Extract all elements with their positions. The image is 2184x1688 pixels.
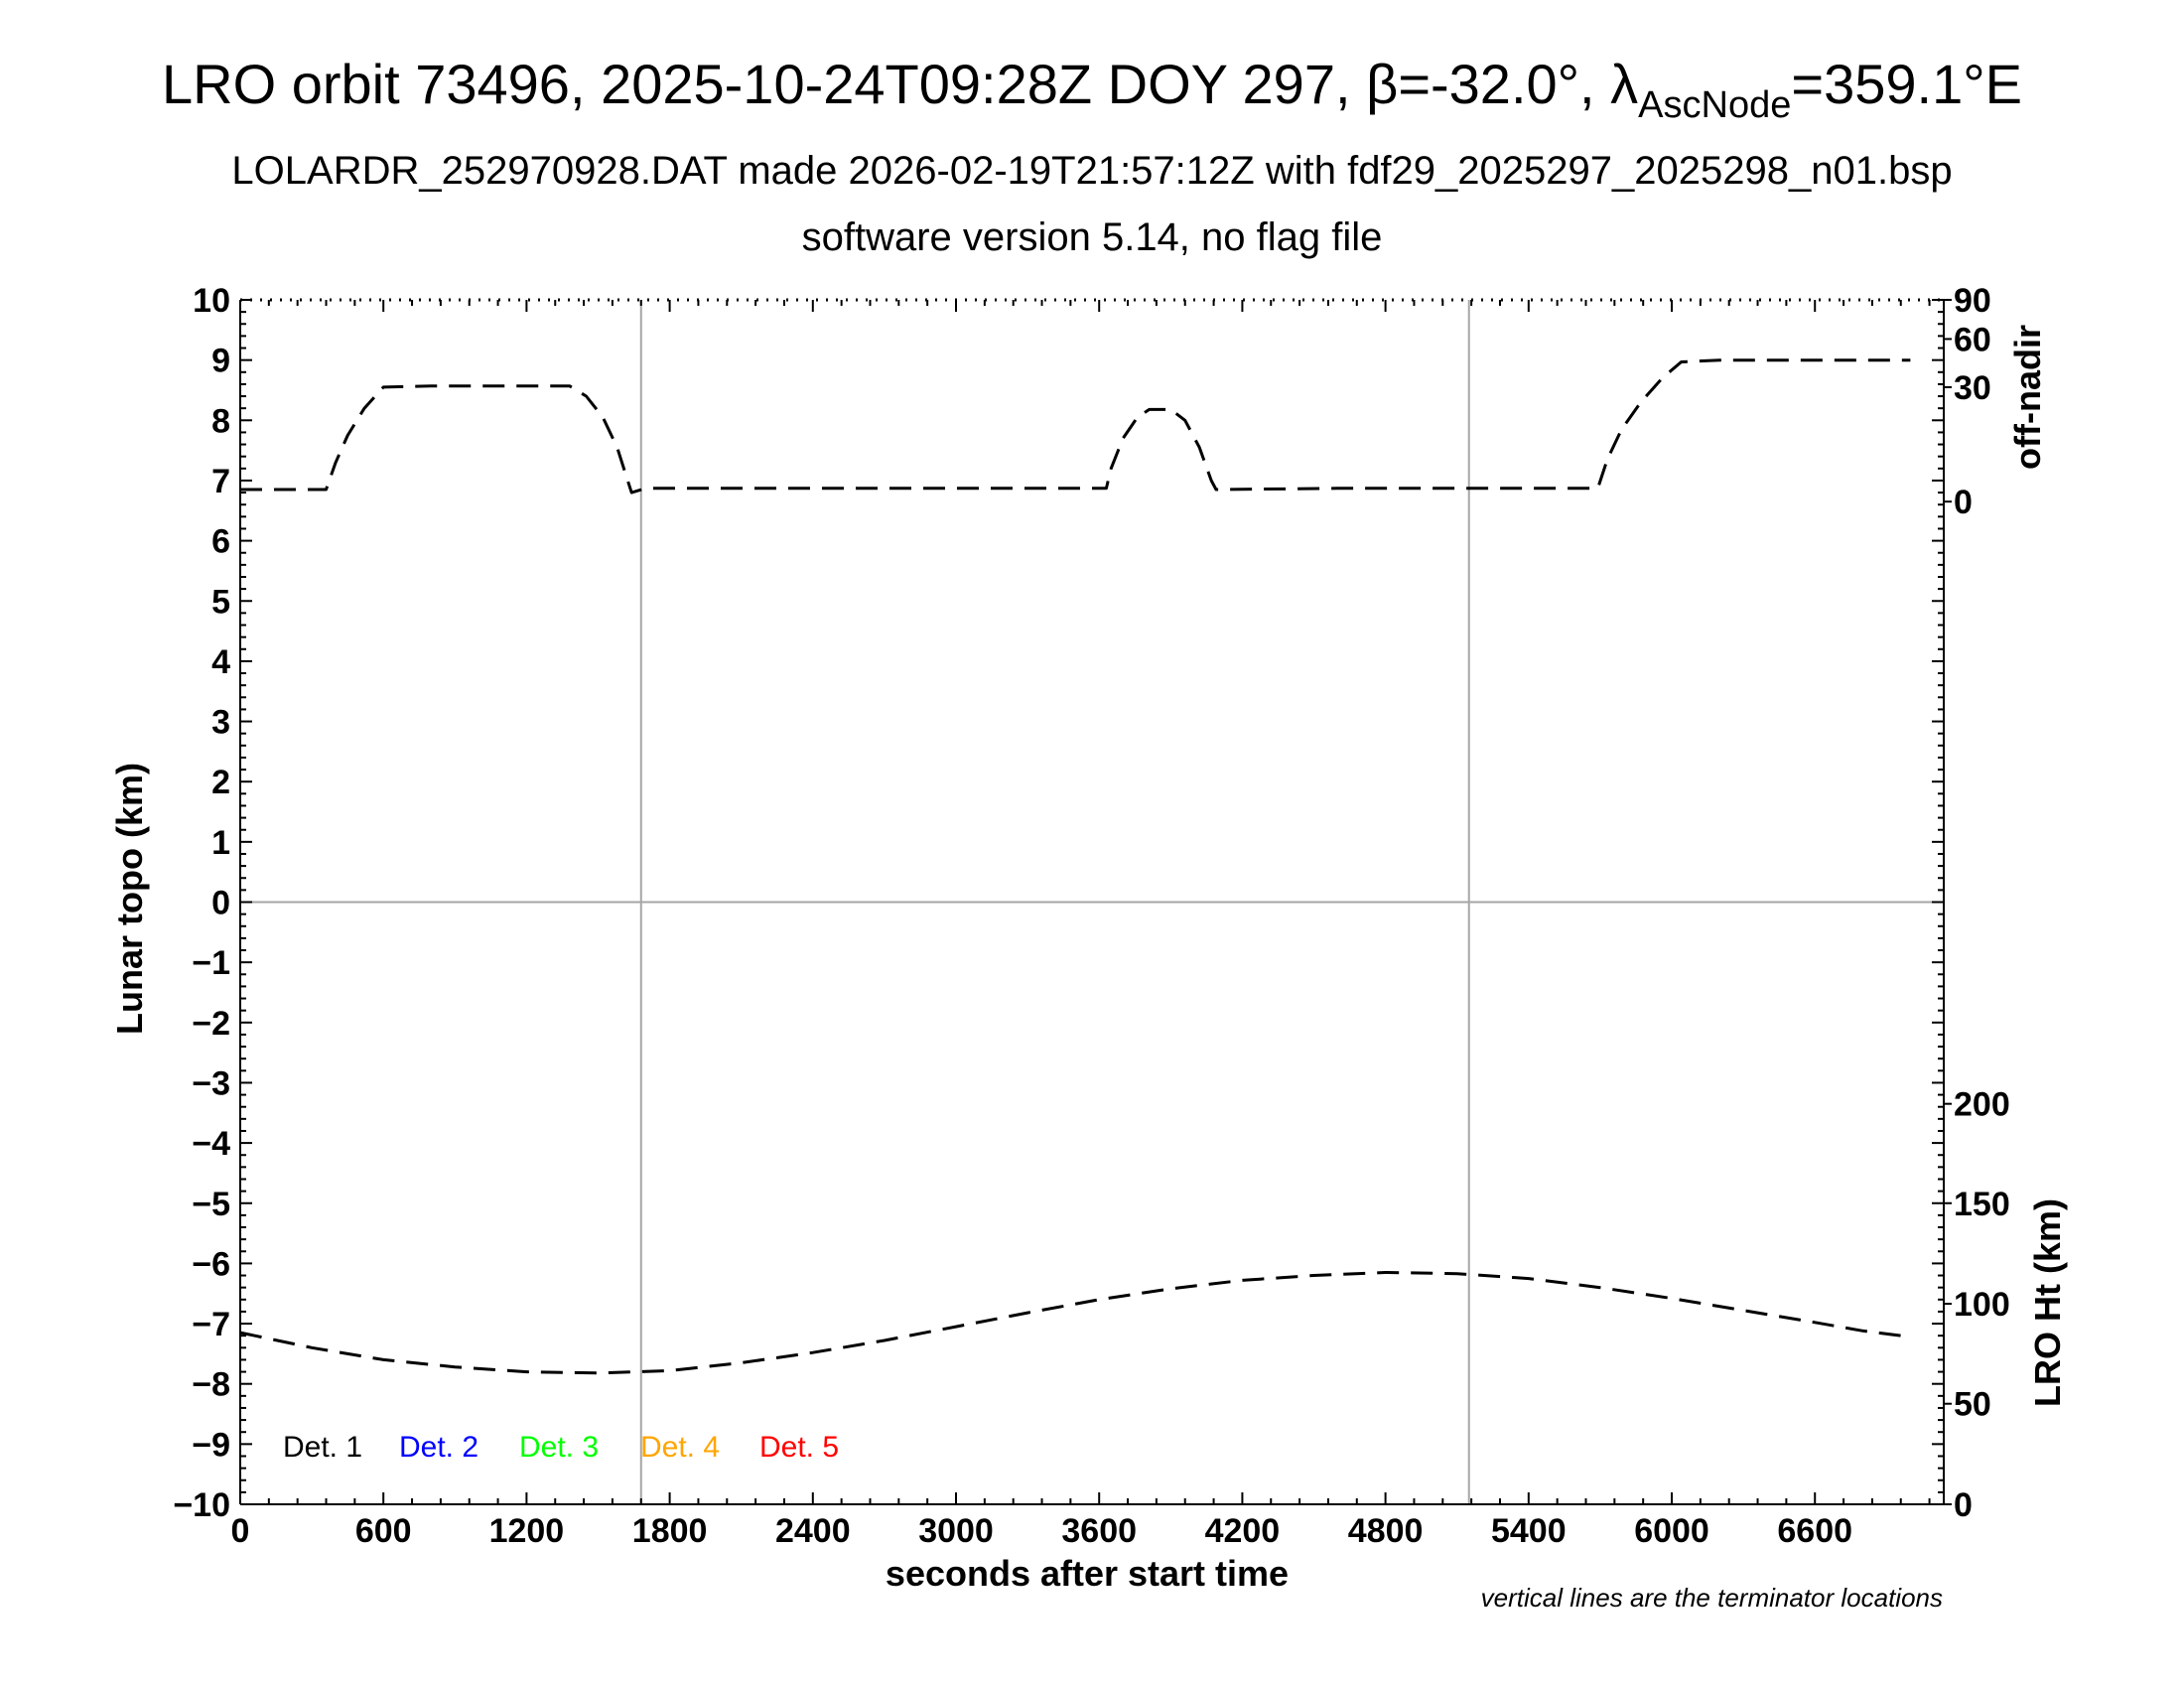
- y-tick-label-left: 7: [211, 463, 230, 500]
- x-tick-label: 600: [355, 1512, 412, 1550]
- y-tick-label-left: 2: [211, 764, 230, 801]
- y-tick-label-left: 9: [211, 343, 230, 380]
- legend: Det. 1 Det. 2 Det. 3 Det. 4 Det. 5: [283, 1431, 839, 1464]
- y-tick-label-left: −3: [192, 1064, 230, 1102]
- lro-height-tick-label: 0: [1954, 1486, 1973, 1524]
- lro-height-tick-label: 50: [1954, 1386, 1991, 1424]
- y-tick-label-left: −6: [192, 1245, 230, 1283]
- y-axis-title-right-top: off-nadir: [2007, 325, 2048, 470]
- title-lambda-value: =359.1°E: [1791, 53, 2022, 115]
- lro-height-tick-label: 100: [1954, 1286, 2010, 1324]
- tick-labels: 0 600 1200 1800 2400 3000 3600 4200 4800 5400 6000…: [173, 282, 2009, 1550]
- off-nadir-tick-label: 60: [1954, 321, 1991, 358]
- y-tick-label-left: 4: [211, 643, 230, 681]
- y-tick-label-left: −4: [192, 1125, 230, 1163]
- title-beta-symbol: β: [1366, 53, 1399, 115]
- title-beta-value: =-32.0°,: [1398, 53, 1611, 115]
- terminator-note: vertical lines are the terminator locati…: [1481, 1583, 1943, 1613]
- y-tick-label-left: −10: [173, 1486, 230, 1524]
- x-tick-label: 3000: [918, 1512, 994, 1550]
- x-tick-label: 4800: [1348, 1512, 1424, 1550]
- legend-item: Det. 5: [759, 1431, 839, 1464]
- y-tick-label-left: 0: [211, 885, 230, 922]
- x-tick-label: 1800: [632, 1512, 708, 1550]
- off-nadir-tick-label: 30: [1954, 369, 1991, 407]
- legend-item: Det. 1: [283, 1431, 362, 1464]
- terminator-lines: [240, 300, 1944, 1504]
- chart-subtitle-version: software version 5.14, no flag file: [801, 215, 1383, 259]
- x-tick-label: 2400: [775, 1512, 851, 1550]
- legend-item: Det. 2: [399, 1431, 478, 1464]
- y-tick-label-left: 5: [211, 583, 230, 621]
- x-tick-label: 3600: [1061, 1512, 1137, 1550]
- title-lambda-subscript: AscNode: [1638, 84, 1792, 126]
- y-tick-label-left: −8: [192, 1366, 230, 1404]
- title-lambda-symbol: λ: [1610, 53, 1639, 115]
- x-tick-label: 6600: [1777, 1512, 1852, 1550]
- y-axis-title-left: Lunar topo (km): [109, 763, 150, 1035]
- y-tick-label-left: −1: [192, 944, 230, 982]
- chart-title: LRO orbit 73496, 2025-10-24T09:28Z DOY 2…: [0, 52, 2184, 127]
- x-tick-label: 6000: [1634, 1512, 1709, 1550]
- title-prefix: LRO orbit 73496, 2025-10-24T09:28Z DOY 2…: [162, 53, 1367, 115]
- lro-height-line: [239, 1271, 1911, 1375]
- lro-height-tick-label: 150: [1954, 1186, 2010, 1223]
- y-tick-label-left: 3: [211, 704, 230, 742]
- y-tick-label-left: −5: [192, 1186, 230, 1223]
- y-tick-label-left: 1: [211, 824, 230, 862]
- off-nadir-tick-label: 90: [1954, 282, 1991, 320]
- y-tick-label-left: 8: [211, 402, 230, 440]
- x-tick-label: 1200: [489, 1512, 565, 1550]
- data-series: [239, 358, 1911, 1375]
- lro-height-tick-label: 200: [1954, 1086, 2010, 1124]
- y-axis-title-right-bottom: LRO Ht (km): [2027, 1198, 2068, 1407]
- legend-item: Det. 3: [519, 1431, 599, 1464]
- off-nadir-line: [240, 358, 1911, 494]
- y-tick-label-left: −9: [192, 1426, 230, 1464]
- tick-marks: [239, 299, 1952, 1505]
- x-tick-label: 4200: [1205, 1512, 1281, 1550]
- y-tick-label-left: 10: [193, 282, 230, 320]
- x-axis-title: seconds after start time: [886, 1553, 1289, 1594]
- y-tick-label-left: 6: [211, 523, 230, 561]
- legend-item: Det. 4: [640, 1431, 720, 1464]
- y-tick-label-left: −2: [192, 1005, 230, 1043]
- y-tick-label-left: −7: [192, 1306, 230, 1343]
- x-tick-label: 0: [231, 1512, 250, 1550]
- off-nadir-tick-label: 0: [1954, 484, 1973, 521]
- chart-subtitle-file: LOLARDR_252970928.DAT made 2026-02-19T21…: [231, 149, 1953, 193]
- x-tick-label: 5400: [1491, 1512, 1567, 1550]
